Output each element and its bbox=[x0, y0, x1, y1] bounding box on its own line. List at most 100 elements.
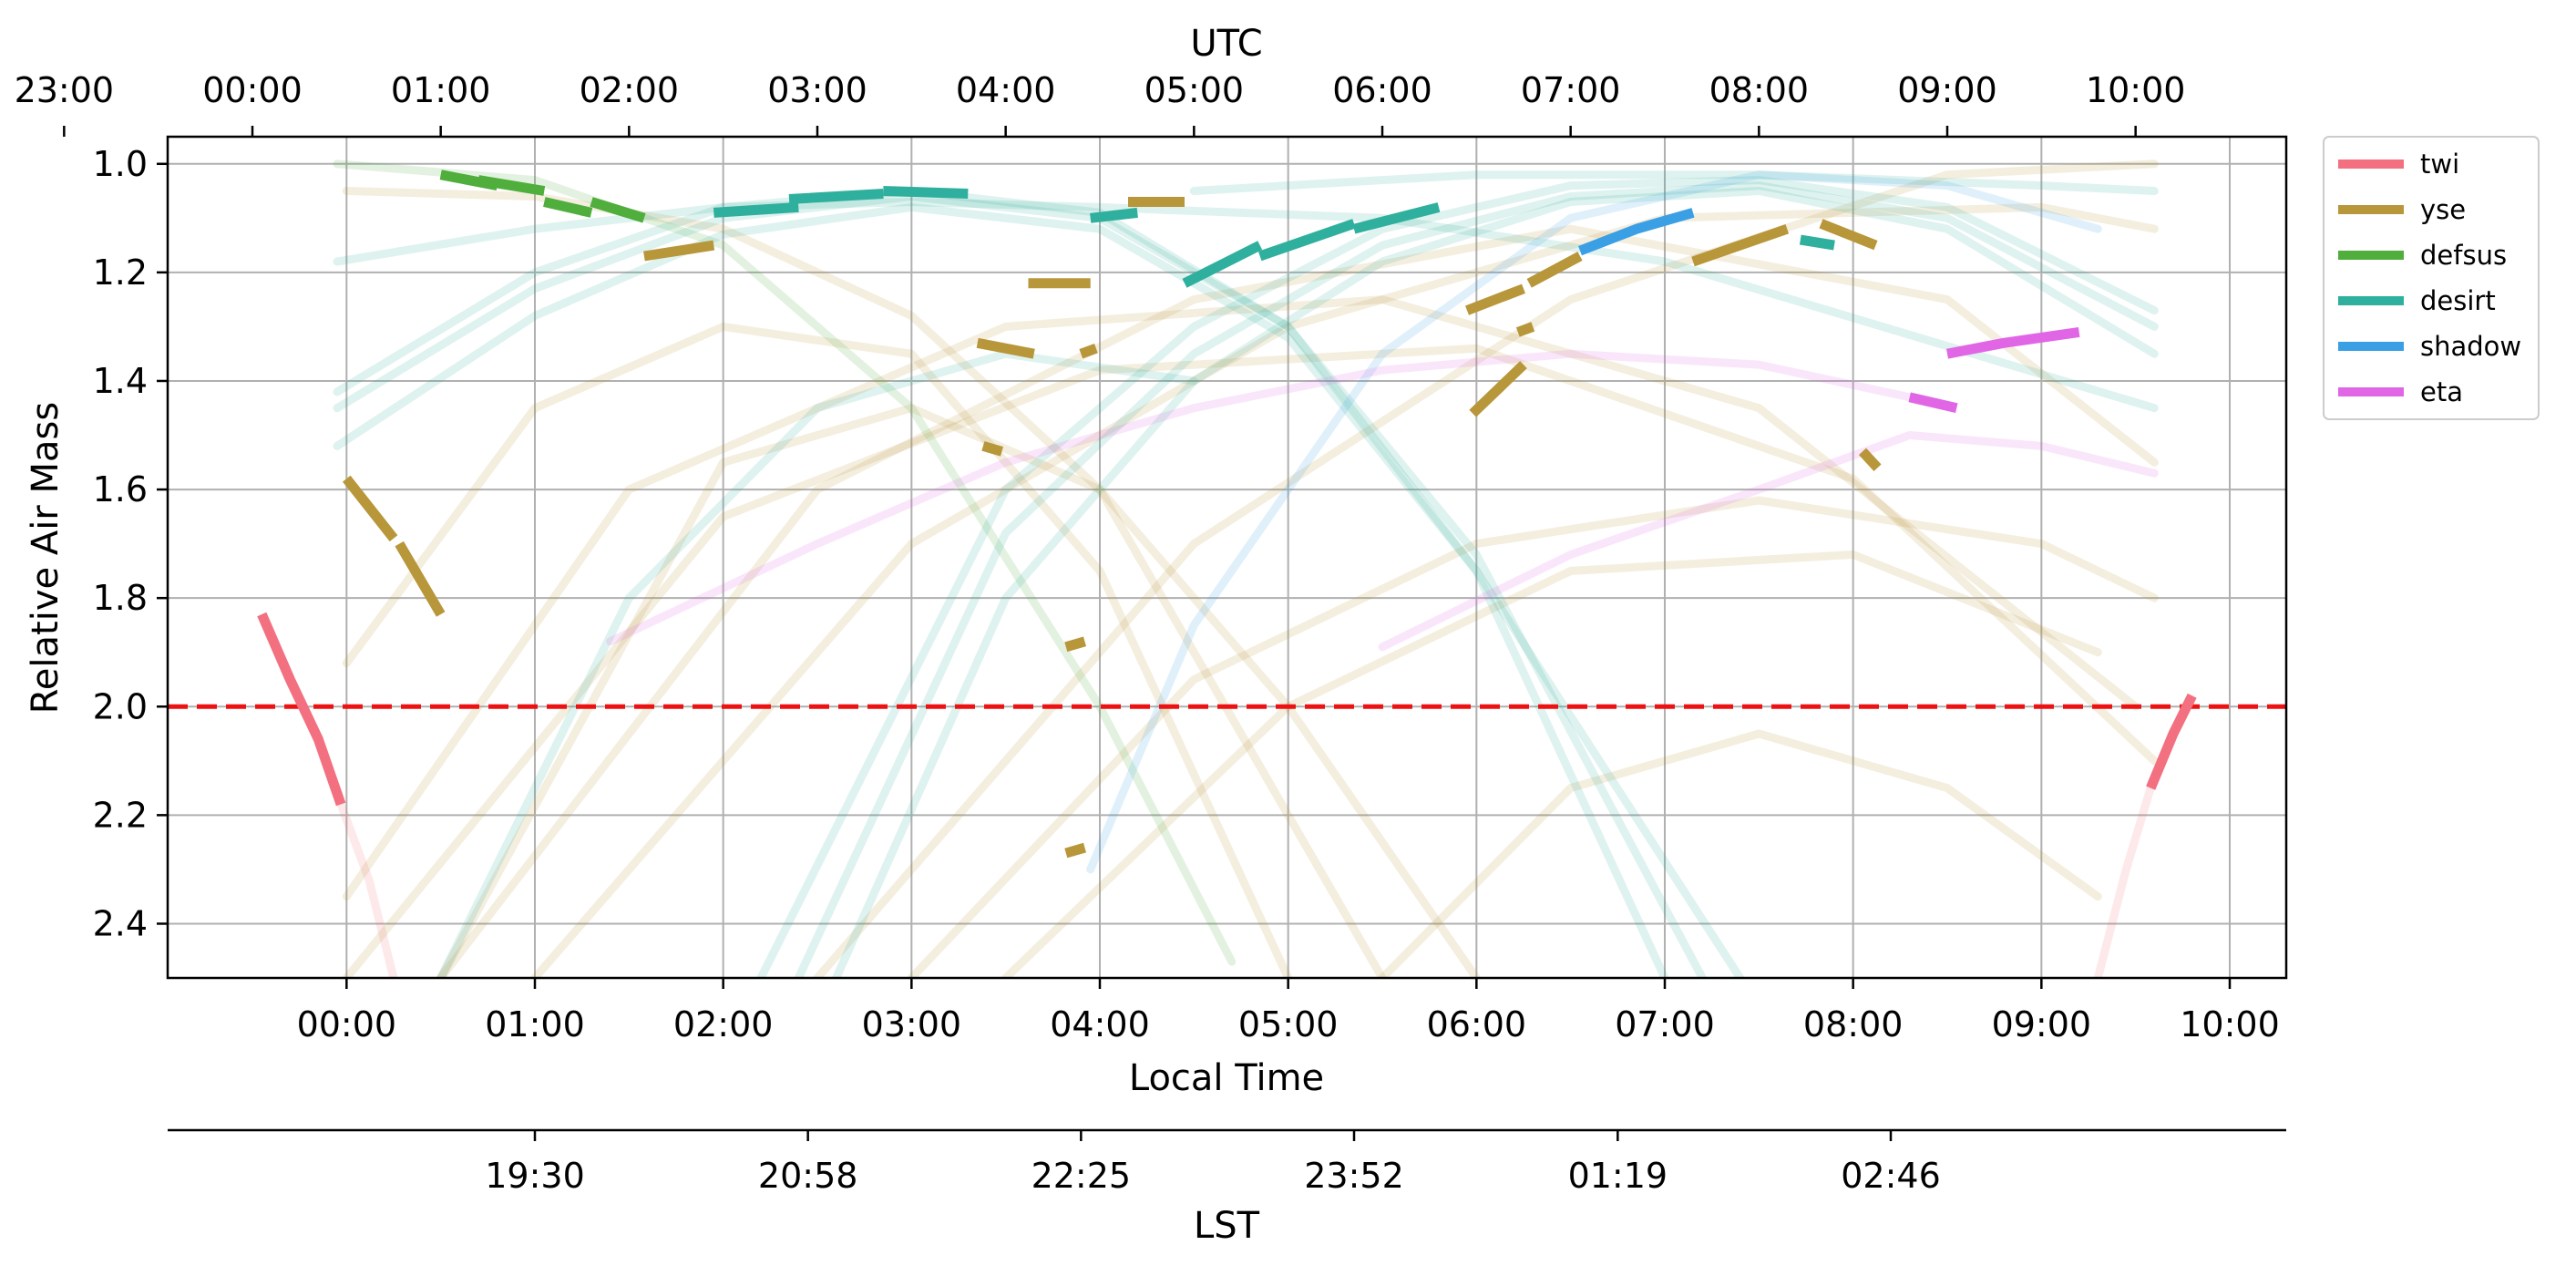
faint-track-yse bbox=[436, 404, 1481, 978]
segment-yse bbox=[976, 337, 1035, 359]
x-tick-label: 10:00 bbox=[2180, 1004, 2280, 1044]
faint-track-yse bbox=[342, 295, 2140, 901]
y-tick-label: 2.0 bbox=[93, 686, 148, 726]
faint-track-yse bbox=[907, 496, 2159, 978]
faint-track-yse bbox=[342, 187, 1387, 978]
faint-track-desirt bbox=[832, 187, 2159, 978]
faint-track-eta bbox=[606, 349, 1914, 646]
top-tick-label: 00:00 bbox=[202, 70, 303, 110]
faint-track-twi bbox=[336, 799, 398, 978]
segment-defsus bbox=[477, 175, 546, 196]
faint-track-yse bbox=[436, 224, 2159, 978]
plot-frame bbox=[166, 135, 2288, 980]
top-tick-label: 02:00 bbox=[580, 70, 680, 110]
segment-desirt bbox=[713, 201, 799, 218]
segment-yse bbox=[1469, 361, 1527, 417]
legend-label-shadow: shadow bbox=[2420, 331, 2521, 362]
segment-desirt bbox=[1799, 234, 1835, 251]
faint-track-desirt bbox=[756, 176, 2159, 978]
legend: twi yse defsus desirt shadow eta bbox=[2323, 136, 2540, 420]
faint-track-desirt bbox=[436, 349, 1198, 978]
segment-defsus bbox=[543, 197, 593, 218]
x-tick-label: 06:00 bbox=[1427, 1004, 1527, 1044]
top-tick-label: 08:00 bbox=[1709, 70, 1810, 110]
faint-track-desirt bbox=[333, 187, 1669, 978]
y-axis-title: Relative Air Mass bbox=[25, 402, 67, 714]
segment-yse bbox=[1465, 283, 1525, 315]
faint-track-yse bbox=[342, 344, 2159, 978]
segment-shadow bbox=[1578, 208, 1695, 256]
faint-track-desirt bbox=[1189, 170, 2159, 195]
axes: 00:00 01:00 02:00 03:00 04:00 05:00 06:00 07:00… bbox=[15, 70, 2286, 1196]
legend-label-defsus: defsus bbox=[2420, 240, 2507, 271]
segment-eta bbox=[1908, 392, 1958, 414]
faint-track-yse bbox=[1001, 551, 2102, 978]
legend-label-desirt: desirt bbox=[2420, 285, 2496, 316]
lst-axis-title: LST bbox=[1194, 1205, 1260, 1247]
x-tick-label: 05:00 bbox=[1238, 1004, 1339, 1044]
legend-label-yse: yse bbox=[2420, 194, 2466, 225]
y-tick-label: 1.2 bbox=[93, 252, 148, 293]
lst-tick-label: 19:30 bbox=[485, 1156, 585, 1196]
top-axis-title: UTC bbox=[1190, 23, 1262, 65]
x-tick-label: 07:00 bbox=[1615, 1004, 1715, 1044]
lst-tick-label: 20:58 bbox=[758, 1156, 858, 1196]
segment-yse bbox=[1064, 636, 1087, 653]
observed-segments bbox=[257, 170, 2197, 859]
y-tick-label: 2.4 bbox=[93, 903, 148, 943]
y-tick-label: 1.0 bbox=[93, 144, 148, 184]
x-tick-label: 08:00 bbox=[1803, 1004, 1904, 1044]
faint-track-shadow bbox=[1086, 170, 2102, 874]
faint-track-desirt bbox=[333, 202, 1745, 978]
top-tick-label: 04:00 bbox=[956, 70, 1056, 110]
segment-yse bbox=[395, 540, 446, 617]
segment-desirt bbox=[1352, 202, 1441, 234]
segment-eta bbox=[1945, 326, 2080, 359]
lst-tick-label: 22:25 bbox=[1031, 1156, 1132, 1196]
x-tick-label: 09:00 bbox=[1992, 1004, 2092, 1044]
plot-area bbox=[168, 137, 2286, 978]
segment-yse bbox=[643, 240, 715, 262]
segment-yse bbox=[1858, 448, 1882, 471]
segment-yse bbox=[1064, 842, 1087, 859]
segment-twi bbox=[257, 612, 346, 807]
x-tick-label: 00:00 bbox=[297, 1004, 397, 1044]
segment-yse bbox=[1079, 344, 1098, 359]
legend-label-twi: twi bbox=[2420, 149, 2459, 180]
x-tick-label: 02:00 bbox=[673, 1004, 774, 1044]
y-tick-label: 2.2 bbox=[93, 795, 148, 835]
segment-twi bbox=[2146, 693, 2197, 790]
segment-yse bbox=[1526, 252, 1583, 288]
faint-track-desirt bbox=[794, 181, 2159, 978]
top-tick-label: 09:00 bbox=[1897, 70, 1997, 110]
faint-tracks bbox=[333, 160, 2159, 978]
top-tick-label: 03:00 bbox=[767, 70, 867, 110]
faint-track-yse bbox=[1378, 729, 2102, 978]
top-tick-label: 23:00 bbox=[15, 70, 115, 110]
x-tick-label: 04:00 bbox=[1050, 1004, 1150, 1044]
segment-yse bbox=[1515, 322, 1535, 337]
y-tick-label: 1.8 bbox=[93, 578, 148, 618]
y-tick-label: 1.4 bbox=[93, 361, 148, 401]
top-tick-label: 01:00 bbox=[391, 70, 491, 110]
y-tick-label: 1.6 bbox=[93, 469, 148, 509]
faint-track-twi bbox=[2093, 784, 2155, 978]
top-tick-label: 07:00 bbox=[1521, 70, 1621, 110]
x-tick-label: 01:00 bbox=[485, 1004, 585, 1044]
segment-desirt bbox=[1090, 207, 1138, 223]
segment-yse bbox=[1819, 219, 1878, 251]
x-axis-title: Local Time bbox=[1129, 1057, 1324, 1099]
faint-track-desirt bbox=[333, 192, 1707, 978]
top-tick-label: 10:00 bbox=[2086, 70, 2186, 110]
segment-defsus bbox=[590, 197, 646, 223]
faint-track-desirt bbox=[333, 198, 2159, 413]
x-tick-label: 03:00 bbox=[862, 1004, 962, 1044]
lst-tick-label: 23:52 bbox=[1304, 1156, 1404, 1196]
top-tick-label: 05:00 bbox=[1144, 70, 1245, 110]
segment-yse bbox=[1691, 224, 1790, 267]
faint-track-eta bbox=[1378, 431, 2159, 652]
legend-label-eta: eta bbox=[2420, 376, 2463, 407]
top-tick-label: 06:00 bbox=[1332, 70, 1432, 110]
faint-track-yse bbox=[813, 160, 2159, 978]
